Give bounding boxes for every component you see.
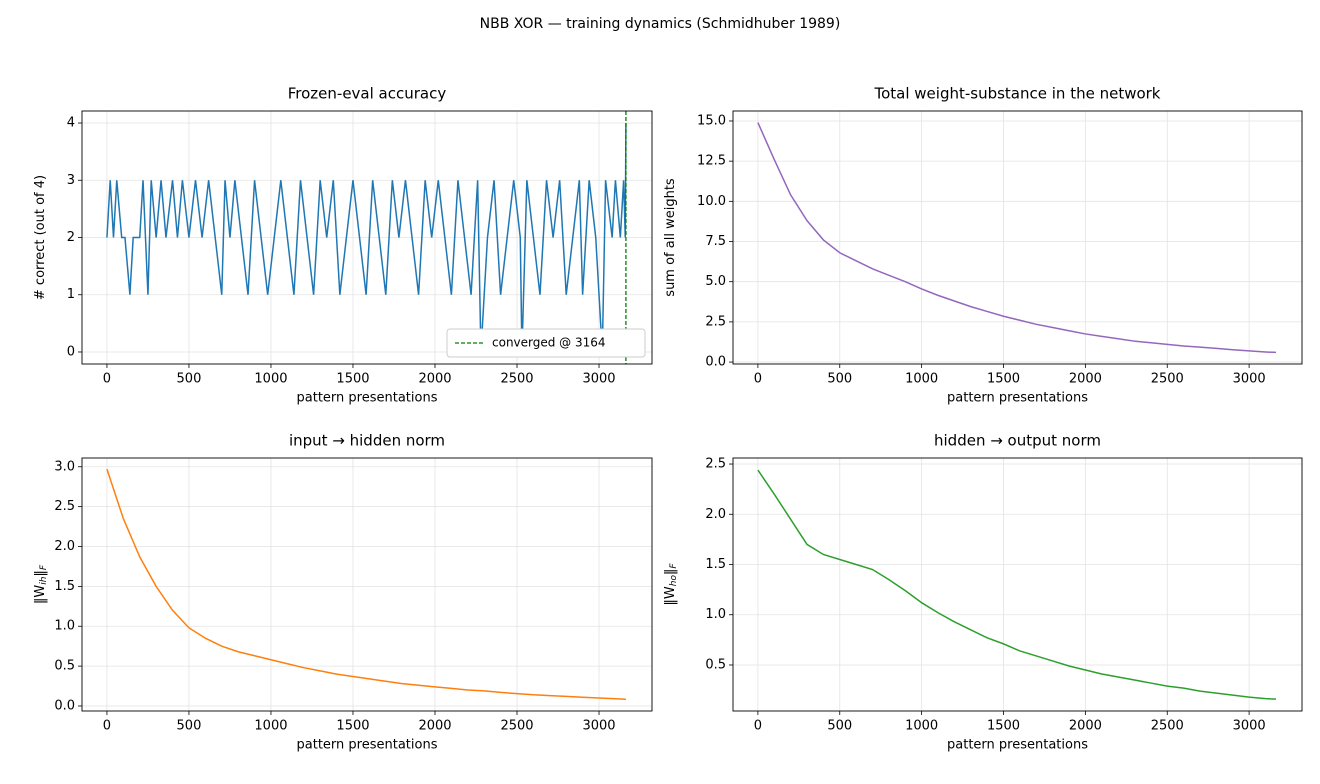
y-tick-label: 2.5 xyxy=(705,314,726,329)
axes-frame xyxy=(81,457,653,712)
y-label-text: # correct (out of 4) xyxy=(33,175,48,300)
y-tick-label: 0.0 xyxy=(705,355,726,370)
x-tick-label: 1500 xyxy=(336,719,369,734)
y-axis-label: ‖Wih‖F xyxy=(33,564,49,604)
data-line xyxy=(106,123,627,353)
y-label-text: ‖W xyxy=(663,586,678,606)
x-tick-label: 500 xyxy=(177,719,202,734)
x-tick-label: 1500 xyxy=(987,372,1020,387)
y-tick-label: 1 xyxy=(67,287,75,302)
axes-title: input → hidden norm xyxy=(289,432,445,450)
x-tick-label: 2000 xyxy=(418,372,451,387)
y-tick-label: 0 xyxy=(67,344,75,359)
y-tick-label: 15.0 xyxy=(697,113,726,128)
y-tick-label: 4 xyxy=(67,116,75,131)
x-tick-label: 500 xyxy=(827,719,852,734)
x-tick-label: 0 xyxy=(103,719,111,734)
y-label-subscript: F xyxy=(39,564,49,570)
y-tick-label: 2.5 xyxy=(54,499,75,514)
axes-frame xyxy=(732,457,1303,712)
x-tick-label: 1000 xyxy=(905,372,938,387)
axes-title: Frozen-eval accuracy xyxy=(288,85,447,103)
y-axis-label: sum of all weights xyxy=(663,178,678,297)
axes-frame xyxy=(81,110,653,365)
axes-frame xyxy=(732,110,1303,365)
y-tick-label: 0.5 xyxy=(54,659,75,674)
y-tick-label: 2.0 xyxy=(54,539,75,554)
x-tick-label: 2500 xyxy=(500,372,533,387)
y-tick-label: 3.0 xyxy=(54,459,75,474)
x-tick-label: 0 xyxy=(754,372,762,387)
x-tick-label: 0 xyxy=(754,719,762,734)
x-tick-label: 2000 xyxy=(1069,719,1102,734)
y-tick-label: 1.5 xyxy=(54,579,75,594)
x-tick-label: 500 xyxy=(827,372,852,387)
y-label-text: ‖ xyxy=(663,569,678,576)
y-axis-label: # correct (out of 4) xyxy=(33,175,48,300)
legend-label: converged @ 3164 xyxy=(492,336,606,350)
data-line xyxy=(757,469,1277,700)
y-tick-label: 0.0 xyxy=(54,698,75,713)
y-tick-label: 12.5 xyxy=(697,154,726,169)
y-tick-label: 1.0 xyxy=(705,607,726,622)
y-tick-label: 2.0 xyxy=(705,507,726,522)
y-tick-label: 10.0 xyxy=(697,194,726,209)
axes-title: Total weight-substance in the network xyxy=(873,85,1160,103)
y-tick-label: 2 xyxy=(67,230,75,245)
y-tick-label: 7.5 xyxy=(705,234,726,249)
x-tick-label: 2500 xyxy=(500,719,533,734)
y-tick-label: 0.5 xyxy=(705,657,726,672)
y-label-text: sum of all weights xyxy=(663,178,678,297)
x-tick-label: 3000 xyxy=(1233,719,1266,734)
x-tick-label: 3000 xyxy=(582,372,615,387)
x-tick-label: 0 xyxy=(103,372,111,387)
data-line xyxy=(106,468,626,700)
x-tick-label: 2500 xyxy=(1151,372,1184,387)
y-label-subscript: ih xyxy=(39,576,49,585)
legend-box xyxy=(446,328,646,358)
y-tick-label: 1.0 xyxy=(54,619,75,634)
y-label-text: ‖W xyxy=(33,585,48,605)
y-label-subscript: ho xyxy=(669,575,679,587)
x-tick-label: 3000 xyxy=(582,719,615,734)
x-tick-label: 3000 xyxy=(1233,372,1266,387)
x-axis-label: pattern presentations xyxy=(297,738,438,753)
y-tick-label: 2.5 xyxy=(705,457,726,472)
x-axis-label: pattern presentations xyxy=(297,391,438,406)
y-axis-label: ‖Who‖F xyxy=(663,563,679,606)
y-tick-label: 3 xyxy=(67,173,75,188)
axes-title: hidden → output norm xyxy=(934,432,1101,450)
y-tick-label: 5.0 xyxy=(705,274,726,289)
x-tick-label: 1000 xyxy=(254,372,287,387)
x-axis-label: pattern presentations xyxy=(947,391,1088,406)
y-label-subscript: F xyxy=(669,563,679,569)
x-tick-label: 2000 xyxy=(1069,372,1102,387)
y-tick-label: 1.5 xyxy=(705,557,726,572)
x-axis-label: pattern presentations xyxy=(947,738,1088,753)
x-tick-label: 1500 xyxy=(336,372,369,387)
x-tick-label: 2000 xyxy=(418,719,451,734)
x-tick-label: 2500 xyxy=(1151,719,1184,734)
x-tick-label: 1500 xyxy=(987,719,1020,734)
y-label-text: ‖ xyxy=(33,570,48,577)
figure-title: NBB XOR — training dynamics (Schmidhuber… xyxy=(480,16,841,32)
x-tick-label: 1000 xyxy=(905,719,938,734)
x-tick-label: 500 xyxy=(177,372,202,387)
x-tick-label: 1000 xyxy=(254,719,287,734)
data-line xyxy=(757,122,1277,354)
